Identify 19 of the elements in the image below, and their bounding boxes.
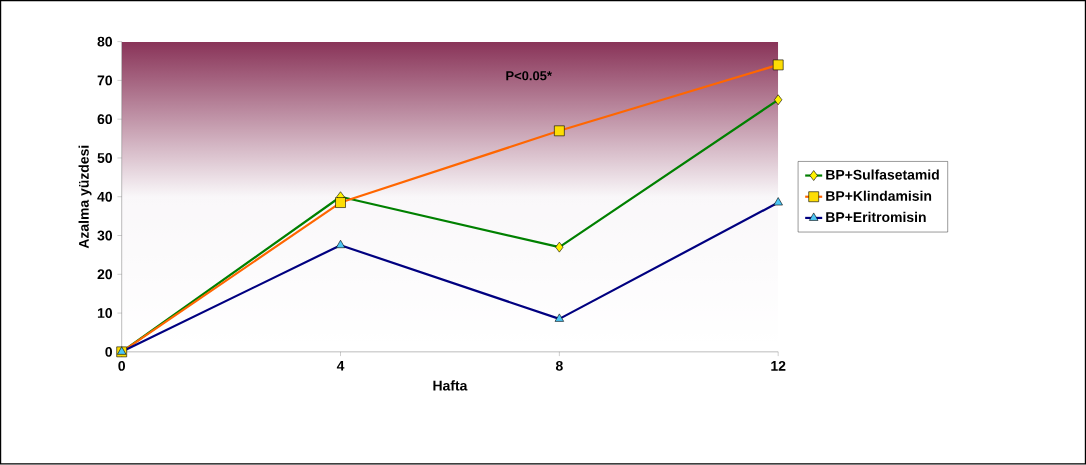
y-axis-title: Azalma yüzdesi — [78, 146, 92, 249]
x-tick-label: 4 — [336, 361, 345, 371]
x-tick-label: 12 — [771, 361, 786, 371]
y-tick-label: 30 — [97, 230, 113, 241]
y-tick-label: 40 — [97, 192, 113, 202]
y-tick-label: 50 — [97, 153, 113, 164]
legend-label: BP+Sulfasetamid — [826, 169, 939, 180]
legend-label: BP+Klindamisin — [826, 190, 932, 202]
y-tick-label: 80 — [97, 36, 113, 47]
y-tick-label: 20 — [97, 269, 113, 280]
x-axis-title: Hafta — [433, 380, 468, 391]
x-tick-label: 8 — [555, 361, 563, 372]
y-tick-label: 10 — [97, 308, 113, 319]
legend-label: BP+Eritromisin — [826, 212, 926, 223]
x-tick-label: 0 — [118, 361, 126, 372]
annotation: P<0.05* — [506, 71, 552, 81]
y-tick-label: 0 — [105, 347, 113, 358]
y-tick-label: 70 — [97, 75, 113, 86]
y-tick-label: 60 — [97, 114, 113, 125]
